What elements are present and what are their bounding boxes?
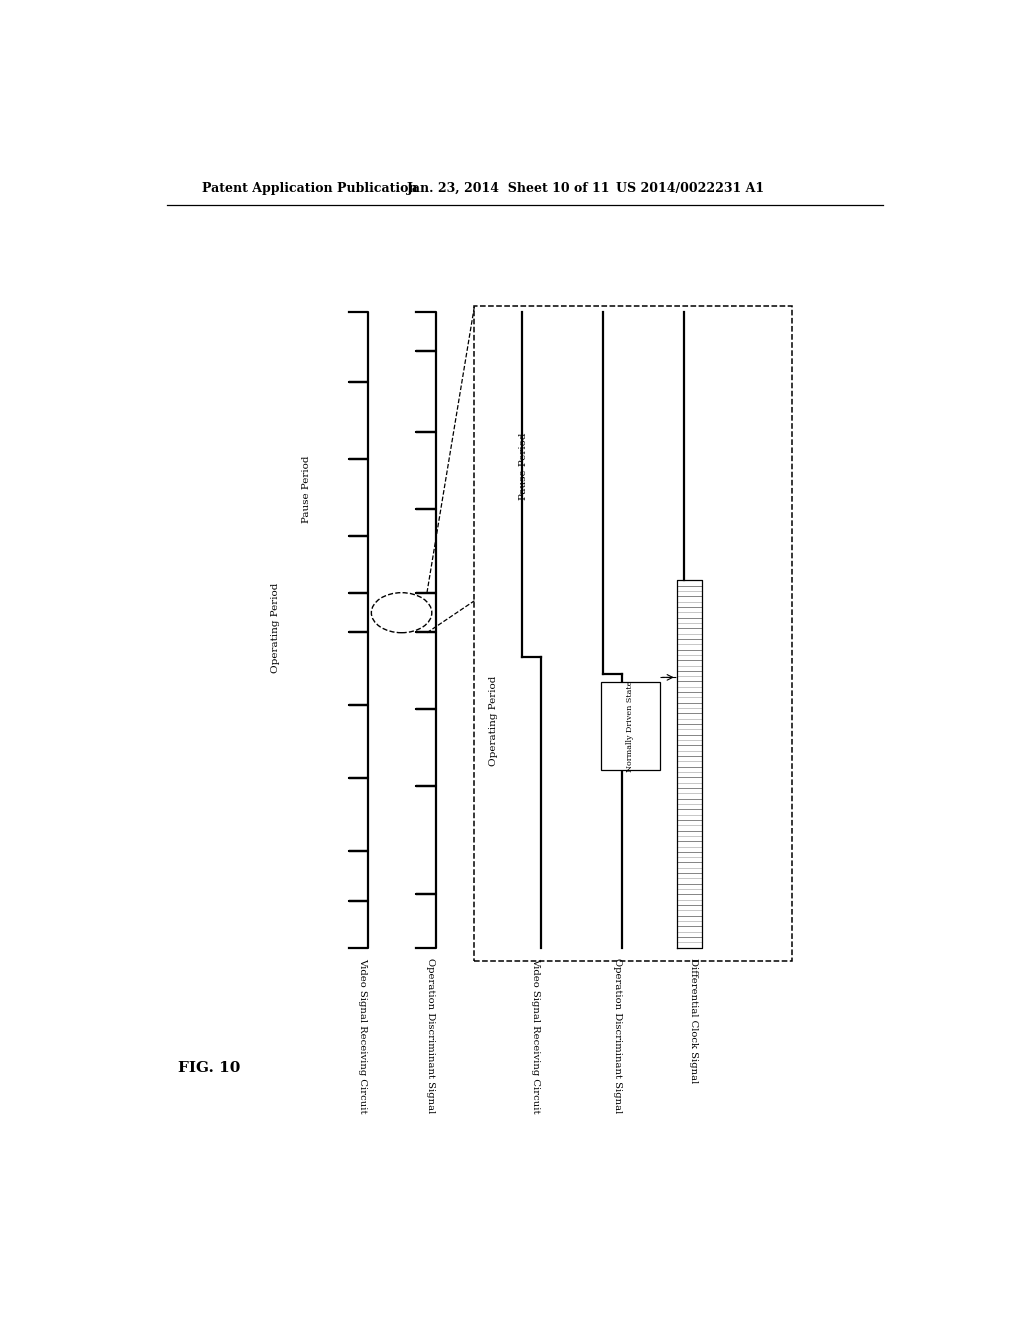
Text: Differential Clock Signal: Differential Clock Signal [689,958,698,1082]
Text: Jan. 23, 2014  Sheet 10 of 11: Jan. 23, 2014 Sheet 10 of 11 [407,182,610,194]
Text: Pause Period: Pause Period [519,433,527,500]
Text: Normally Driven State: Normally Driven State [627,680,634,772]
Text: Video Signal Receiving Circuit: Video Signal Receiving Circuit [358,958,368,1113]
Text: Video Signal Receiving Circuit: Video Signal Receiving Circuit [531,958,541,1113]
Text: Operation Discriminant Signal: Operation Discriminant Signal [426,958,435,1113]
Text: US 2014/0022231 A1: US 2014/0022231 A1 [616,182,764,194]
Text: Operating Period: Operating Period [270,583,280,673]
FancyBboxPatch shape [601,682,659,770]
Text: Patent Application Publication: Patent Application Publication [202,182,417,194]
Text: Operation Discriminant Signal: Operation Discriminant Signal [612,958,622,1113]
Text: Operating Period: Operating Period [489,676,499,766]
Text: Pause Period: Pause Period [302,455,310,523]
Text: FIG. 10: FIG. 10 [178,1061,241,1074]
